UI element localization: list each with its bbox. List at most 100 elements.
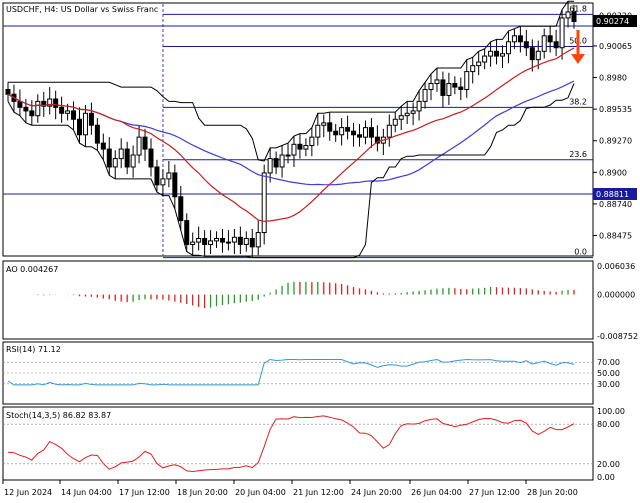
candle-body — [255, 232, 261, 248]
candle-body — [261, 172, 267, 234]
candle-body — [422, 88, 428, 102]
candle-body — [416, 100, 422, 112]
candle-body — [190, 241, 196, 245]
candle-body — [112, 158, 118, 168]
candle-body — [315, 124, 321, 138]
candle-body — [82, 112, 88, 136]
candle-body — [237, 236, 243, 245]
candle-body — [464, 71, 470, 90]
fib-label: 38.2 — [569, 97, 587, 106]
candle-body — [41, 100, 47, 107]
candle-body — [374, 136, 380, 144]
ao-tick-label: 0.000000 — [597, 291, 635, 300]
ao-label: AO 0.004267 — [6, 265, 58, 274]
candle-body — [160, 178, 166, 186]
price-tick-label: 0.8980 — [599, 74, 627, 83]
candle-body — [5, 88, 11, 95]
candle-body — [303, 145, 309, 150]
candle-body — [392, 118, 398, 126]
candle-body — [285, 154, 291, 157]
candle-body — [565, 11, 571, 19]
candle-body — [47, 98, 53, 107]
candle-body — [154, 166, 160, 186]
candle-body — [309, 136, 315, 146]
candle-body — [29, 110, 35, 117]
fib-label: 0.0 — [574, 248, 587, 257]
candle-body — [231, 236, 237, 243]
candle-body — [482, 55, 488, 63]
current-price-box — [593, 15, 637, 28]
candle-body — [267, 158, 273, 174]
candle-body — [547, 35, 553, 43]
candle-body — [470, 65, 476, 73]
stoch-tick-label: 0.00 — [597, 473, 615, 482]
candle-body — [196, 238, 202, 243]
chart-title: USDCHF, H4: US Dollar vs Swiss Franc — [6, 5, 158, 14]
ao-tick-label: 0.006036 — [597, 262, 635, 271]
main-panel — [2, 2, 594, 257]
candle-body — [452, 83, 458, 88]
stoch-tick-label: 20.00 — [597, 460, 620, 469]
rsi-line — [7, 358, 575, 386]
x-tick-label: 12 Jun 2024 — [4, 488, 52, 497]
candle-body — [494, 50, 500, 57]
x-tick-label: 20 Jun 04:00 — [235, 488, 286, 497]
x-tick-label: 21 Jun 12:00 — [293, 488, 344, 497]
price-tick-label: 0.88740 — [599, 200, 632, 209]
candle-body — [136, 136, 142, 156]
stoch-layer — [3, 415, 593, 473]
candle-body — [345, 127, 351, 132]
candle-body — [59, 106, 65, 114]
candle-body — [249, 238, 255, 248]
candle-body — [35, 100, 41, 117]
candle-body — [106, 148, 112, 168]
candle-body — [511, 35, 517, 43]
price-tick-label: 0.89270 — [599, 137, 632, 146]
stoch-label: Stoch(14,3,5) 86.82 83.87 — [6, 411, 111, 420]
candle-body — [488, 50, 494, 57]
candle-body — [184, 220, 190, 245]
candle-body — [88, 112, 94, 126]
candle-body — [71, 110, 77, 120]
rsi-label: RSI(14) 71.12 — [6, 345, 61, 354]
candle-body — [368, 127, 374, 138]
candle-body — [410, 110, 416, 114]
candle-body — [94, 124, 100, 144]
candle-body — [386, 124, 392, 138]
candle-body — [440, 79, 446, 96]
fib-label: 61.8 — [569, 4, 587, 13]
x-tick-label: 28 Jun 20:00 — [527, 488, 578, 497]
x-tick-label: 17 Jun 12:00 — [119, 488, 170, 497]
price-tick-label: 0.8900 — [599, 168, 627, 177]
candle-body — [553, 41, 559, 49]
ao-panel — [2, 260, 594, 340]
candle-body — [517, 35, 523, 43]
candle-body — [505, 41, 511, 55]
candle-body — [65, 110, 71, 114]
x-tick-label: 27 Jun 12:00 — [469, 488, 520, 497]
candle-body — [535, 50, 541, 61]
candle-body — [214, 238, 220, 242]
candle-body — [523, 41, 529, 49]
axis-layer: 0.903200.900650.89800.895350.892700.8900… — [2, 12, 638, 497]
channel-upper-line — [8, 0, 574, 162]
price-tick-label: 0.88475 — [599, 232, 632, 241]
candle-body — [243, 238, 249, 245]
candle-body — [23, 106, 29, 112]
x-tick-label: 18 Jun 20:00 — [177, 488, 228, 497]
candle-body — [225, 241, 231, 244]
candle-body — [118, 148, 124, 160]
stoch-main-line — [7, 415, 575, 473]
down-arrow-icon — [571, 54, 585, 64]
candle-body — [404, 112, 410, 117]
candle-body — [357, 134, 363, 138]
candle-body — [208, 240, 214, 245]
candle-body — [100, 142, 106, 150]
candle-body — [53, 98, 59, 108]
current-price-label: 0.90274 — [596, 17, 629, 26]
price-tick-label: 0.90065 — [599, 42, 632, 51]
candle-body — [178, 196, 184, 222]
candle-body — [202, 238, 208, 245]
candle-body — [333, 130, 339, 136]
